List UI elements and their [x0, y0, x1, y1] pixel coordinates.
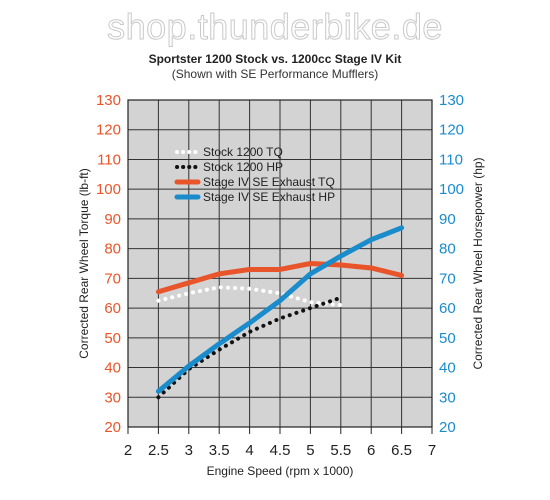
y-left-tick-label-8: 100	[96, 181, 121, 198]
chart-title: Sportster 1200 Stock vs. 1200cc Stage IV…	[148, 52, 402, 66]
x-tick-label-3: 3.5	[209, 442, 230, 459]
y-left-tick-label-3: 50	[104, 330, 121, 347]
y-right-tick-label-1: 30	[439, 389, 456, 406]
y-left-tick-label-11: 130	[96, 92, 121, 109]
y-left-tick-label-4: 60	[104, 300, 121, 317]
y-right-tick-label-7: 90	[439, 211, 456, 228]
y-right-tick-label-4: 60	[439, 300, 456, 317]
x-tick-label-2: 3	[185, 442, 193, 459]
chart-subtitle: (Shown with SE Performance Mufflers)	[171, 67, 379, 81]
legend-label-0: Stock 1200 TQ	[203, 145, 283, 159]
x-tick-label-9: 6.5	[391, 442, 412, 459]
watermark-text: shop.thunderbike.de	[107, 6, 443, 48]
y-right-tick-label-10: 120	[439, 122, 464, 139]
x-tick-label-6: 5	[306, 442, 314, 459]
y-right-tick-label-2: 40	[439, 360, 456, 377]
legend-label-3: Stage IV SE Exhaust HP	[203, 190, 335, 204]
y-left-tick-label-9: 110	[97, 151, 121, 168]
y-left-tick-label-7: 90	[104, 211, 121, 228]
series-line-0	[156, 285, 343, 308]
y-right-tick-label-9: 110	[439, 151, 463, 168]
x-tick-label-7: 5.5	[330, 442, 351, 459]
series-lines	[155, 225, 405, 400]
y-left-tick-label-0: 20	[104, 419, 121, 436]
y-right-tick-label-6: 80	[439, 241, 456, 258]
y-left-tick-label-2: 40	[104, 360, 121, 377]
x-tick-label-5: 4.5	[270, 442, 291, 459]
y-right-tick-label-5: 70	[439, 270, 456, 287]
x-axis-label: Engine Speed (rpm x 1000)	[207, 464, 354, 478]
x-tick-label-0: 2	[124, 442, 132, 459]
series-line-3	[155, 225, 405, 394]
y-left-tick-label-6: 80	[104, 241, 121, 258]
grid-lines	[127, 99, 433, 434]
series-line-2	[155, 261, 405, 295]
y-right-tick-label-0: 20	[439, 419, 456, 436]
legend-label-2: Stage IV SE Exhaust TQ	[203, 175, 335, 189]
x-tick-label-4: 4	[245, 442, 253, 459]
y-right-tick-label-8: 100	[439, 181, 464, 198]
y-left-tick-label-1: 30	[104, 389, 121, 406]
y-left-tick-label-5: 70	[104, 270, 121, 287]
y-axis-right-label: Corrected Rear Wheel Horsepower (hp)	[471, 157, 485, 369]
y-right-tick-label-3: 50	[439, 330, 456, 347]
y-left-tick-label-10: 120	[96, 122, 121, 139]
x-tick-label-10: 7	[428, 442, 436, 459]
x-tick-label-1: 2.5	[148, 442, 169, 459]
y-right-tick-label-11: 130	[439, 92, 464, 109]
x-tick-label-8: 6	[367, 442, 375, 459]
legend-label-1: Stock 1200 HP	[203, 160, 283, 174]
y-axis-left-label: Corrected Rear Wheel Torque (lb-ft)	[77, 168, 91, 359]
